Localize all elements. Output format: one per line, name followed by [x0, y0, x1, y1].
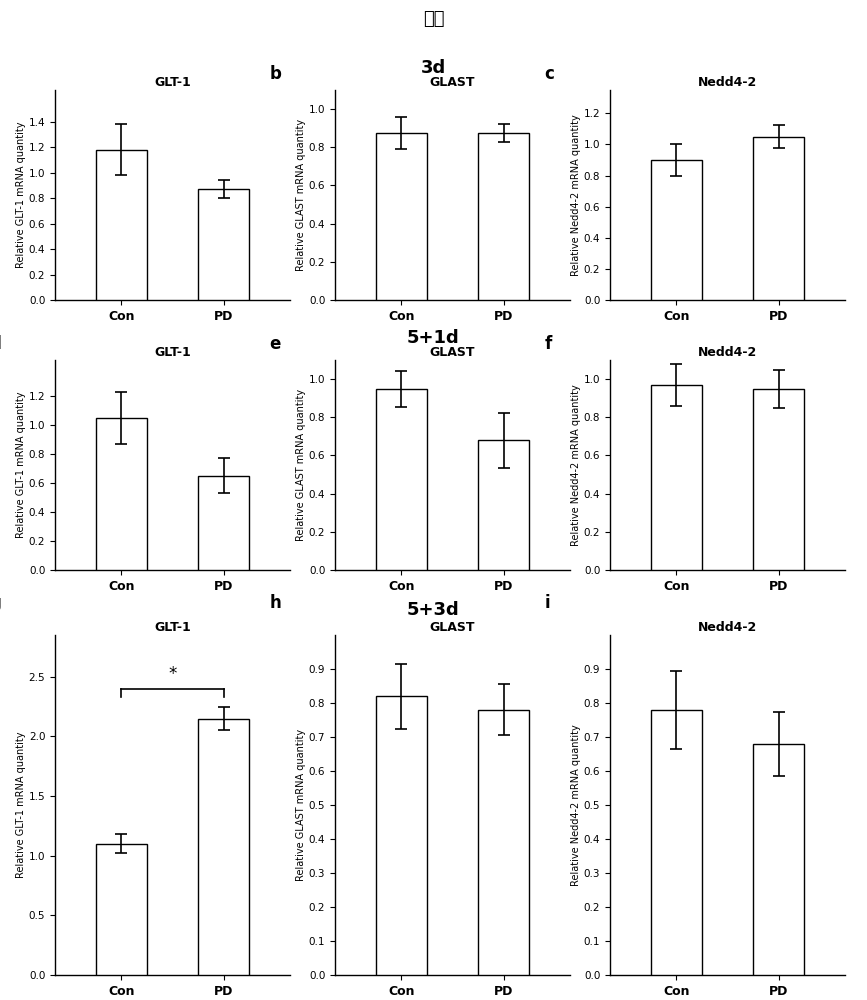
Y-axis label: Relative GLAST mRNA quantity: Relative GLAST mRNA quantity — [296, 389, 306, 541]
Y-axis label: Relative GLT-1 mRNA quantity: Relative GLT-1 mRNA quantity — [16, 122, 26, 268]
Text: 5+3d: 5+3d — [407, 601, 460, 619]
Bar — [96, 150, 147, 300]
Y-axis label: Relative Nedd4-2 mRNA quantity: Relative Nedd4-2 mRNA quantity — [571, 724, 581, 886]
Text: c: c — [544, 65, 554, 83]
Text: 中脑: 中脑 — [423, 10, 444, 28]
Y-axis label: Relative GLT-1 mRNA quantity: Relative GLT-1 mRNA quantity — [16, 732, 26, 878]
Title: Nedd4-2: Nedd4-2 — [698, 76, 757, 89]
Text: i: i — [544, 594, 550, 612]
Bar — [753, 744, 804, 975]
Y-axis label: Relative GLT-1 mRNA quantity: Relative GLT-1 mRNA quantity — [16, 392, 26, 538]
Text: *: * — [168, 665, 177, 683]
Y-axis label: Relative Nedd4-2 mRNA quantity: Relative Nedd4-2 mRNA quantity — [570, 114, 581, 276]
Bar — [198, 189, 249, 300]
Bar — [651, 160, 702, 300]
Text: 3d: 3d — [420, 59, 447, 77]
Bar — [651, 710, 702, 975]
Bar — [376, 696, 427, 975]
Text: 5+1d: 5+1d — [407, 329, 460, 347]
Title: GLAST: GLAST — [430, 346, 475, 359]
Bar — [376, 133, 427, 300]
Text: h: h — [269, 594, 281, 612]
Bar — [651, 385, 702, 570]
Text: e: e — [269, 335, 281, 353]
Text: f: f — [544, 335, 551, 353]
Bar — [376, 389, 427, 570]
Bar — [198, 476, 249, 570]
Bar — [478, 133, 529, 300]
Bar — [753, 137, 804, 300]
Title: GLT-1: GLT-1 — [154, 346, 191, 359]
Title: Nedd4-2: Nedd4-2 — [698, 346, 757, 359]
Bar — [198, 719, 249, 975]
Y-axis label: Relative GLAST mRNA quantity: Relative GLAST mRNA quantity — [296, 119, 306, 271]
Bar — [96, 844, 147, 975]
Text: b: b — [269, 65, 281, 83]
Title: GLAST: GLAST — [430, 621, 475, 634]
Y-axis label: Relative GLAST mRNA quantity: Relative GLAST mRNA quantity — [296, 729, 306, 881]
Bar — [96, 418, 147, 570]
Text: g: g — [0, 594, 1, 612]
Text: d: d — [0, 335, 1, 353]
Bar — [478, 440, 529, 570]
Title: Nedd4-2: Nedd4-2 — [698, 621, 757, 634]
Title: GLAST: GLAST — [430, 76, 475, 89]
Title: GLT-1: GLT-1 — [154, 76, 191, 89]
Y-axis label: Relative Nedd4-2 mRNA quantity: Relative Nedd4-2 mRNA quantity — [571, 384, 581, 546]
Title: GLT-1: GLT-1 — [154, 621, 191, 634]
Bar — [753, 389, 804, 570]
Bar — [478, 710, 529, 975]
